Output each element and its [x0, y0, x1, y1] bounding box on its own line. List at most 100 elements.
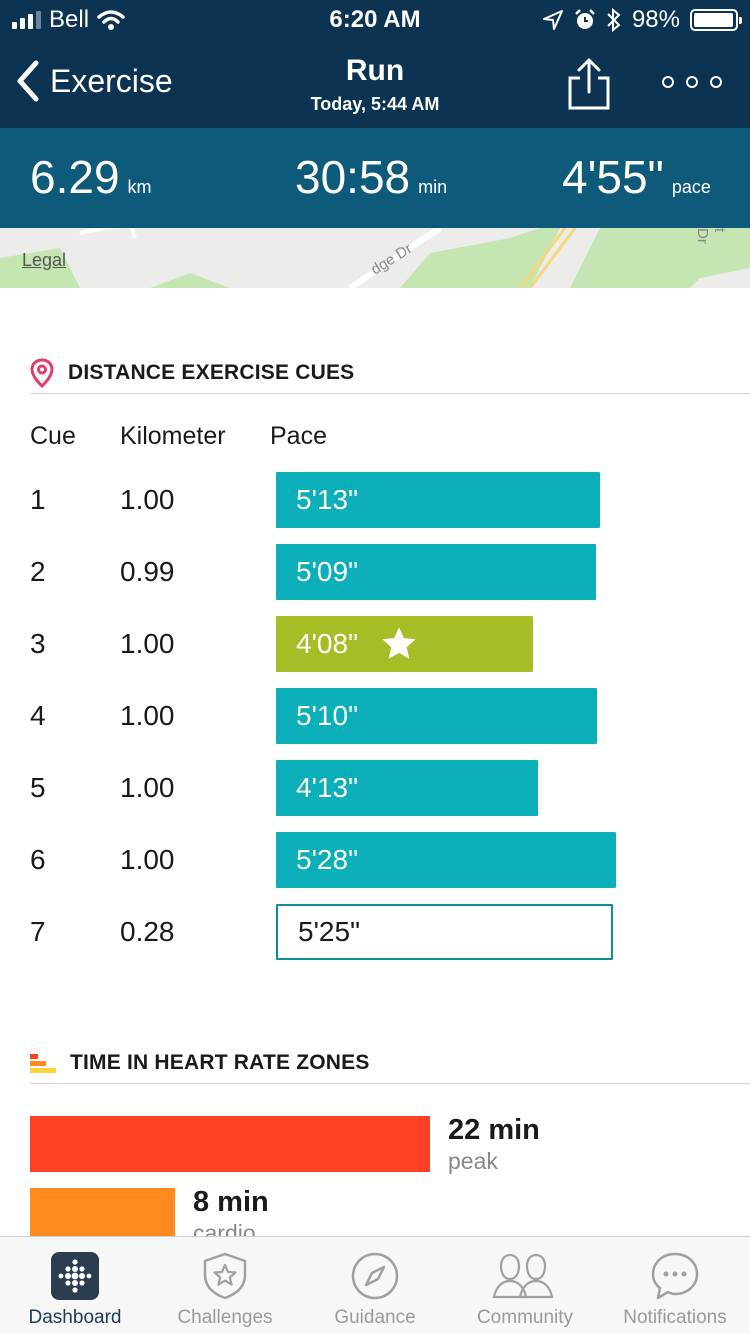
heart-rate-zone-label: peak — [448, 1148, 498, 1174]
pace-unit: pace — [671, 177, 711, 197]
cue-kilometer: 0.28 — [120, 916, 175, 947]
distance-unit: km — [127, 177, 152, 197]
heart-rate-zone-minutes: 22 min — [448, 1114, 540, 1146]
duration-stat: 30:58 min — [295, 150, 447, 204]
heart-rate-section-title: TIME IN HEART RATE ZONES — [70, 1050, 370, 1074]
cues-section-header: DISTANCE EXERCISE CUES — [30, 352, 750, 394]
back-button[interactable]: Exercise — [16, 60, 173, 102]
status-bar: Bell 6:20 AM 98% — [0, 0, 750, 40]
map-legal-link[interactable]: Legal — [22, 250, 67, 270]
tab-dashboard[interactable]: Dashboard — [0, 1237, 150, 1334]
signal-strength-icon — [12, 11, 41, 29]
cue-row: 2 0.99 5'09" — [0, 544, 750, 600]
cues-section-title: DISTANCE EXERCISE CUES — [68, 360, 355, 384]
tab-notifications-label: Notifications — [623, 1307, 727, 1328]
cue-number: 6 — [30, 844, 46, 875]
navigation-bar: Exercise Run Today, 5:44 AM — [0, 40, 750, 128]
pace-label: 5'10" — [296, 700, 359, 731]
cue-row: 7 0.28 5'25" — [0, 904, 750, 960]
more-options-icon[interactable] — [662, 70, 722, 94]
cue-row: 6 1.00 5'28" — [0, 832, 750, 888]
wifi-icon — [97, 10, 125, 30]
cue-number: 3 — [30, 628, 46, 659]
pace-label: 4'08" — [296, 628, 359, 659]
duration-value: 30:58 — [295, 151, 411, 203]
tab-guidance[interactable]: Guidance — [300, 1237, 450, 1334]
challenges-star-icon — [203, 1252, 247, 1300]
pace-label: 4'13" — [296, 772, 359, 803]
page-title: Run — [345, 54, 405, 87]
battery-icon — [690, 9, 742, 31]
pace-bar: 5'13" — [276, 472, 600, 528]
cue-row: 3 1.00 4'08" — [0, 616, 750, 672]
pace-bar: 5'09" — [276, 544, 596, 600]
pace-label: 5'25" — [298, 916, 361, 947]
heart-rate-zone-bar — [30, 1116, 430, 1172]
chat-bubble-icon — [651, 1252, 699, 1300]
chevron-left-icon — [17, 60, 39, 102]
compass-icon — [351, 1252, 399, 1300]
heart-rate-zone-row: 22 min peak — [0, 1114, 750, 1174]
cue-number: 2 — [30, 556, 46, 587]
cue-row: 1 1.00 5'13" — [0, 472, 750, 528]
tab-bar: Dashboard Challenges Guidance Community … — [0, 1236, 750, 1334]
street-label-2: t Dr — [694, 228, 728, 244]
pace-label: 5'28" — [296, 844, 359, 875]
alarm-icon — [575, 9, 595, 29]
cue-kilometer: 0.99 — [120, 556, 175, 587]
heart-rate-section-header: TIME IN HEART RATE ZONES — [30, 1042, 750, 1084]
cue-kilometer: 1.00 — [120, 700, 175, 731]
kilometer-column-header: Kilometer — [120, 422, 226, 450]
cue-number: 5 — [30, 772, 46, 803]
carrier-group: Bell — [12, 6, 125, 34]
pace-stat: 4'55" pace — [562, 150, 711, 204]
pace-bar: 4'08" — [276, 616, 533, 672]
map-background — [0, 228, 750, 288]
cue-number: 7 — [30, 916, 46, 947]
battery-percent: 98% — [631, 6, 680, 33]
back-label: Exercise — [50, 62, 173, 99]
dashboard-icon — [51, 1252, 99, 1300]
cue-kilometer: 1.00 — [120, 628, 175, 659]
distance-stat: 6.29 km — [30, 150, 152, 204]
tab-challenges-label: Challenges — [177, 1307, 273, 1328]
carrier-name: Bell — [49, 6, 90, 33]
cue-kilometer: 1.00 — [120, 844, 175, 875]
pace-bar: 5'25" — [276, 904, 613, 960]
summary-stats: 6.29 km 30:58 min 4'55" pace — [0, 128, 750, 228]
location-arrow-icon — [542, 10, 563, 30]
tab-dashboard-label: Dashboard — [28, 1307, 122, 1328]
page-subtitle: Today, 5:44 AM — [310, 94, 440, 114]
cue-row: 5 1.00 4'13" — [0, 760, 750, 816]
tab-challenges[interactable]: Challenges — [150, 1237, 300, 1334]
share-icon[interactable] — [566, 56, 612, 112]
status-time: 6:20 AM — [329, 6, 421, 33]
tab-community[interactable]: Community — [450, 1237, 600, 1334]
route-map[interactable]: Legal dge Dr t Dr — [0, 228, 750, 288]
community-people-icon — [492, 1253, 554, 1299]
tab-notifications[interactable]: Notifications — [600, 1237, 750, 1334]
distance-value: 6.29 — [30, 151, 120, 203]
tab-community-label: Community — [476, 1307, 574, 1328]
heart-rate-zone-bar — [30, 1188, 175, 1244]
cue-number: 4 — [30, 700, 46, 731]
pace-column-header: Pace — [270, 422, 327, 450]
cue-kilometer: 1.00 — [120, 484, 175, 515]
pace-bar: 4'13" — [276, 760, 538, 816]
pace-label: 5'09" — [296, 556, 359, 587]
cue-kilometer: 1.00 — [120, 772, 175, 803]
tab-guidance-label: Guidance — [334, 1307, 416, 1328]
pace-label: 5'13" — [296, 484, 359, 515]
heart-rate-zones-icon — [30, 1053, 56, 1073]
cue-number: 1 — [30, 484, 46, 515]
location-pin-icon — [30, 357, 54, 388]
heart-rate-zone-minutes: 8 min — [193, 1186, 269, 1218]
cue-row: 4 1.00 5'10" — [0, 688, 750, 744]
pace-bar: 5'10" — [276, 688, 597, 744]
status-right-group: 98% — [542, 6, 742, 34]
duration-unit: min — [418, 177, 448, 197]
bluetooth-icon — [607, 8, 621, 32]
best-pace-star-icon — [382, 627, 416, 659]
pace-bar: 5'28" — [276, 832, 616, 888]
cue-column-header: Cue — [30, 422, 76, 450]
